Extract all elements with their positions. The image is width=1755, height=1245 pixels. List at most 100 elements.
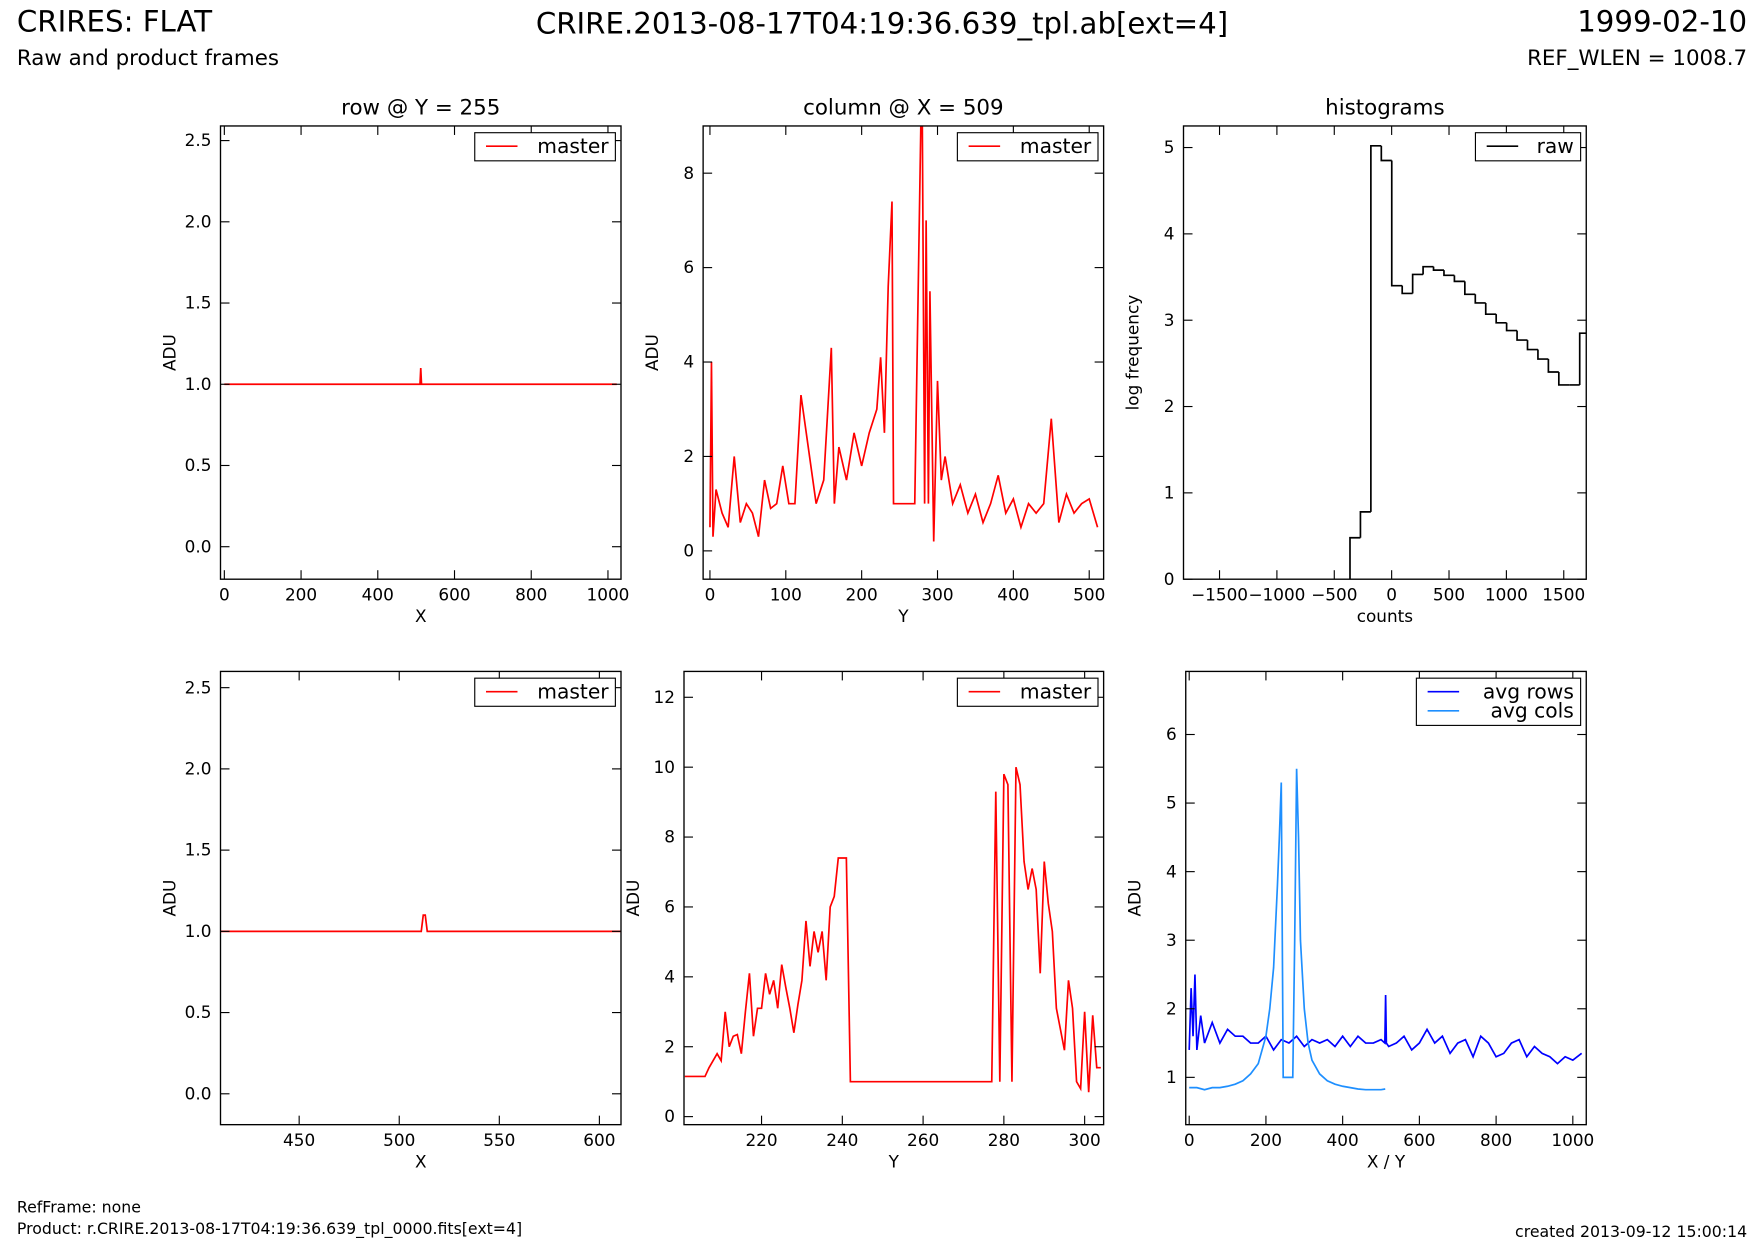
x-tick-label: −500 — [1311, 585, 1357, 605]
x-tick-label: 400 — [997, 585, 1029, 605]
legend-label: raw — [1537, 134, 1574, 158]
y-tick-label: 0.0 — [185, 1083, 212, 1103]
histogram-bin — [1537, 349, 1549, 360]
histogram-bin — [1474, 294, 1486, 304]
plot-area — [220, 914, 621, 933]
x-tick-label: 600 — [583, 1130, 615, 1150]
x-tick-label: 600 — [1403, 1130, 1435, 1150]
x-axis-label: X — [415, 1151, 427, 1171]
legend-label: master — [537, 134, 609, 158]
plot-area — [709, 125, 1099, 542]
y-tick-label: 6 — [664, 897, 675, 917]
y-axis-label: ADU — [623, 880, 643, 917]
data-line — [220, 914, 621, 933]
panel-title: row @ Y = 255 — [341, 96, 500, 121]
x-axis-label: Y — [897, 606, 909, 626]
data-line — [1188, 974, 1583, 1065]
histogram-bin — [1370, 144, 1382, 512]
y-tick-label: 0.5 — [185, 455, 212, 475]
x-tick-label: 300 — [1069, 1130, 1101, 1150]
x-tick-label: 0 — [705, 585, 716, 605]
header-file: CRIRE.2013-08-17T04:19:36.639_tpl.ab[ext… — [536, 7, 1228, 41]
y-tick-label: 0 — [1164, 569, 1175, 589]
panel: 0 200 400 600 800 1000 1 2 3 4 5 6 X / Y ADU avg rowsa… — [1125, 670, 1594, 1171]
y-tick-label: 10 — [654, 757, 675, 777]
plot-area — [684, 766, 1101, 1093]
y-tick-label: 5 — [1164, 137, 1175, 157]
x-axis-label: X / Y — [1367, 1151, 1406, 1171]
header-ref-wlen: REF_WLEN = 1008.7 — [1527, 46, 1747, 71]
x-axis-label: Y — [888, 1151, 900, 1171]
histogram-bin — [1578, 332, 1587, 385]
y-tick-label: 2 — [1164, 396, 1175, 416]
footer-refframe: RefFrame: none — [17, 1197, 141, 1216]
plot-area — [1349, 144, 1587, 580]
histogram-bin — [1547, 359, 1559, 373]
y-tick-label: 1.0 — [185, 374, 212, 394]
y-tick-label: 0 — [683, 540, 694, 560]
x-tick-label: 200 — [285, 585, 317, 605]
x-tick-label: 260 — [907, 1130, 939, 1150]
y-axis-label: ADU — [159, 880, 179, 917]
y-tick-label: 1 — [1166, 1067, 1177, 1087]
histogram-bin — [1453, 275, 1465, 283]
panel: −1500 −1000 −500 0 500 1000 1500 0 1 2 3 4 5 histogra… — [1122, 96, 1587, 626]
histogram-bin — [1359, 511, 1371, 538]
data-line — [224, 367, 617, 386]
panel-title: column @ X = 509 — [803, 96, 1003, 121]
legend-label: master — [1020, 134, 1092, 158]
y-tick-label: 2.5 — [185, 130, 212, 150]
x-tick-label: 220 — [745, 1130, 777, 1150]
y-tick-label: 2 — [1166, 998, 1177, 1018]
x-tick-label: 550 — [483, 1130, 515, 1150]
legend-label: master — [1020, 679, 1092, 703]
y-tick-label: 8 — [683, 163, 694, 183]
x-tick-label: 600 — [438, 585, 470, 605]
histogram-bin — [1464, 281, 1476, 296]
x-tick-label: 400 — [362, 585, 394, 605]
x-tick-label: 200 — [846, 585, 878, 605]
y-axis-label: ADU — [1125, 880, 1145, 917]
y-tick-label: 2 — [683, 446, 694, 466]
axes-frame — [1185, 670, 1587, 1126]
y-tick-label: 6 — [683, 257, 694, 277]
y-tick-label: 2.5 — [185, 677, 212, 697]
axes-frame — [219, 670, 622, 1126]
y-axis-label: ADU — [642, 334, 662, 371]
y-tick-label: 1.5 — [185, 293, 212, 313]
y-tick-label: 1.5 — [185, 840, 212, 860]
legend-label: avg cols — [1491, 699, 1574, 723]
axes-frame — [683, 670, 1105, 1126]
y-tick-label: 4 — [664, 966, 675, 986]
x-tick-label: 450 — [283, 1130, 315, 1150]
y-axis-label: log frequency — [1122, 295, 1142, 411]
x-tick-label: 500 — [383, 1130, 415, 1150]
y-tick-label: 2.0 — [185, 211, 212, 231]
y-tick-label: 0 — [664, 1106, 675, 1126]
x-tick-label: 800 — [1480, 1130, 1512, 1150]
y-tick-label: 0.5 — [185, 1002, 212, 1022]
histogram-bin — [1401, 285, 1413, 295]
histogram-bin — [1390, 160, 1403, 287]
histogram-bin — [1516, 330, 1528, 341]
x-tick-label: 0 — [1184, 1130, 1195, 1150]
x-tick-label: 1000 — [1551, 1130, 1594, 1150]
y-axis-label: ADU — [159, 334, 179, 371]
y-tick-label: 4 — [683, 352, 694, 372]
x-tick-label: 0 — [1386, 585, 1397, 605]
data-line — [709, 125, 1099, 542]
data-line — [684, 766, 1101, 1093]
header-title: CRIRES: FLAT — [17, 4, 212, 38]
panel: 220 240 260 280 300 0 2 4 6 8 10 12 Y ADU master — [623, 670, 1105, 1171]
y-tick-label: 2 — [664, 1036, 675, 1056]
histogram-bin — [1505, 322, 1518, 332]
histogram-bin — [1422, 265, 1434, 275]
y-tick-label: 4 — [1164, 224, 1175, 244]
legend-box — [1415, 677, 1582, 726]
panel: 0 100 200 300 400 500 0 2 4 6 8 column @ X = 509 Y AD… — [642, 96, 1105, 626]
header-date: 1999-02-10 — [1577, 4, 1747, 38]
x-tick-label: 1000 — [587, 585, 630, 605]
x-tick-label: 240 — [826, 1130, 858, 1150]
data-line — [1189, 768, 1386, 1091]
